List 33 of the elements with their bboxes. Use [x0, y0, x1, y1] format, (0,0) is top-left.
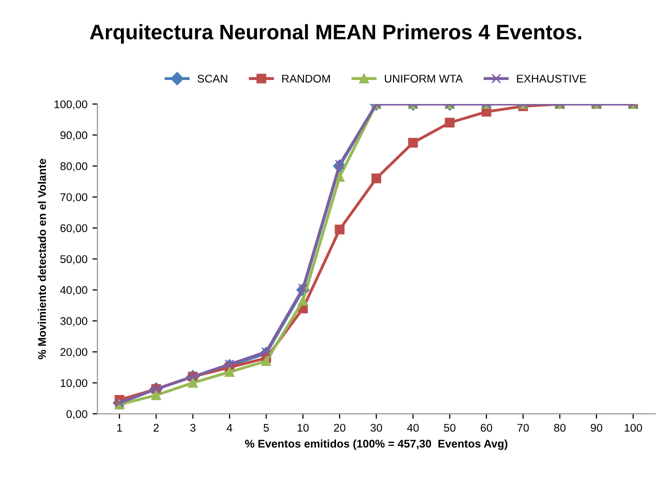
x-tick-label: 4	[226, 424, 232, 432]
x-tick-label: 1	[117, 424, 122, 432]
y-tick-label: 20,00	[60, 348, 88, 358]
x-tick-label: 5	[264, 424, 269, 432]
x-tick-label: 80	[554, 424, 566, 432]
y-axis-title: % Movimiento detectado en el Volante	[38, 158, 46, 360]
legend-label: SCAN	[198, 74, 228, 83]
y-tick-label: 30,00	[60, 317, 88, 326]
y-tick-label: 90,00	[60, 131, 88, 140]
y-tick-label: 60,00	[60, 224, 88, 234]
y-tick-label: 0,00	[66, 410, 88, 420]
y-tick-label: 100,00	[54, 100, 88, 110]
x-axis-title: % Eventos emitidos (100% = 457,30 Eventos Avg)	[245, 439, 508, 450]
y-tick-label: 10,00	[60, 379, 88, 388]
x-tick-label: 30	[370, 424, 382, 432]
y-tick-label: 70,00	[60, 193, 88, 202]
x-tick-label: 10	[298, 424, 309, 432]
x-tick-label: 40	[407, 424, 419, 432]
legend-label: RANDOM	[282, 74, 330, 83]
x-tick-label: 50	[444, 424, 456, 432]
x-tick-label: 70	[517, 424, 529, 432]
x-tick-label: 3	[190, 424, 196, 432]
y-tick-label: 40,00	[60, 286, 88, 296]
legend-label: EXHAUSTIVE	[517, 74, 586, 83]
x-tick-label: 90	[590, 424, 602, 432]
y-tick-label: 80,00	[60, 162, 88, 172]
x-tick-label: 100	[624, 424, 642, 432]
x-tick-label: 60	[480, 424, 492, 432]
y-tick-label: 50,00	[60, 255, 88, 264]
legend-label: UNIFORM WTA	[384, 74, 463, 83]
chart-title: Arquitectura Neuronal MEAN Primeros 4 Eventos.	[90, 24, 582, 44]
x-tick-label: 20	[334, 424, 346, 432]
x-tick-label: 2	[154, 424, 159, 432]
